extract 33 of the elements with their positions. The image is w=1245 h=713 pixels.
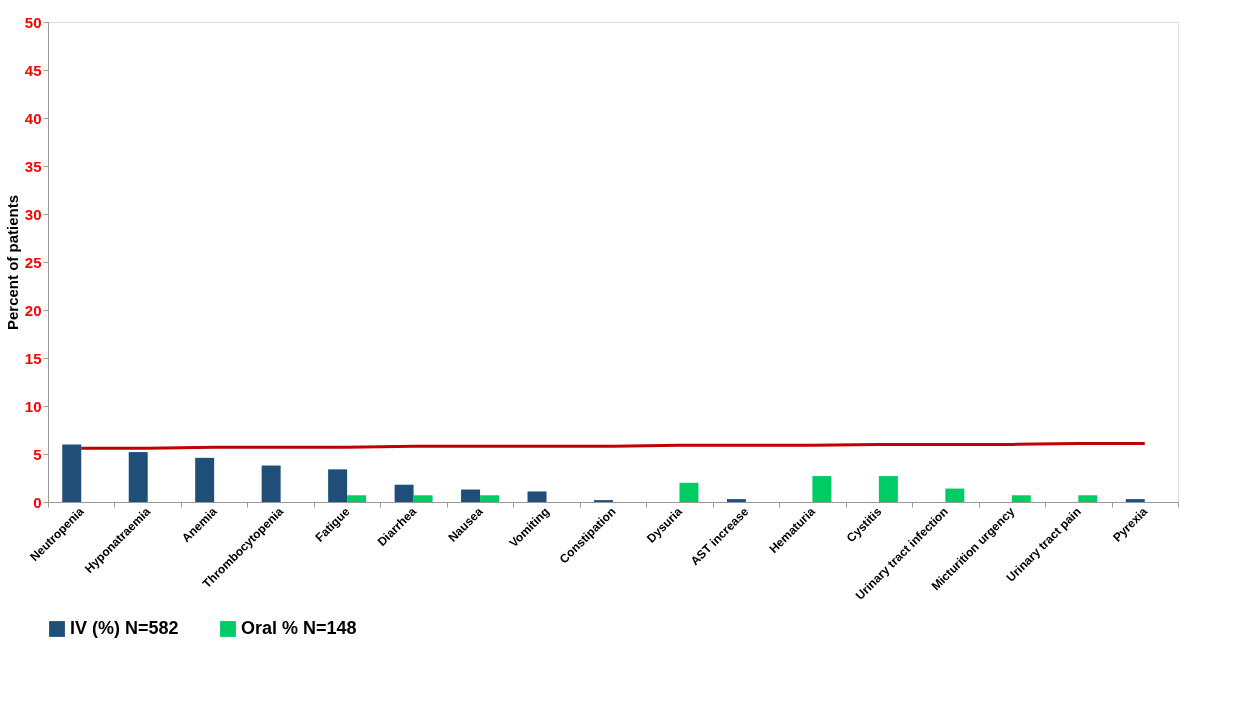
y-axis-title: Percent of patients bbox=[3, 194, 21, 331]
bar bbox=[347, 495, 367, 502]
y-tick-label: 20 bbox=[24, 301, 42, 319]
legend-label: IV (%) N=582 bbox=[70, 618, 179, 638]
bar bbox=[1078, 495, 1098, 502]
bar bbox=[413, 495, 433, 502]
y-tick-label: 10 bbox=[24, 397, 42, 415]
y-tick-label: 0 bbox=[33, 493, 42, 511]
y-tick-label: 25 bbox=[24, 253, 42, 271]
y-tick-label: 30 bbox=[24, 205, 42, 223]
y-tick-label: 35 bbox=[24, 157, 42, 175]
bar bbox=[527, 491, 547, 502]
y-tick-label: 5 bbox=[33, 445, 42, 463]
bar bbox=[878, 476, 898, 502]
bar bbox=[128, 452, 148, 502]
bar bbox=[195, 457, 215, 502]
bar bbox=[679, 482, 699, 502]
bar bbox=[726, 499, 746, 502]
bar bbox=[1125, 499, 1145, 502]
legend-label: Oral % N=148 bbox=[241, 618, 357, 638]
bar bbox=[62, 444, 82, 502]
bar bbox=[461, 489, 481, 502]
bar bbox=[945, 488, 965, 502]
y-tick-label: 15 bbox=[24, 349, 42, 367]
bar bbox=[261, 465, 281, 502]
bar bbox=[812, 476, 832, 502]
bar bbox=[394, 484, 414, 502]
y-tick-label: 50 bbox=[24, 13, 42, 31]
y-tick-label: 45 bbox=[24, 61, 42, 79]
bar bbox=[480, 495, 500, 502]
y-tick-label: 40 bbox=[24, 109, 42, 127]
bar bbox=[1011, 495, 1031, 502]
bar bbox=[328, 469, 348, 502]
